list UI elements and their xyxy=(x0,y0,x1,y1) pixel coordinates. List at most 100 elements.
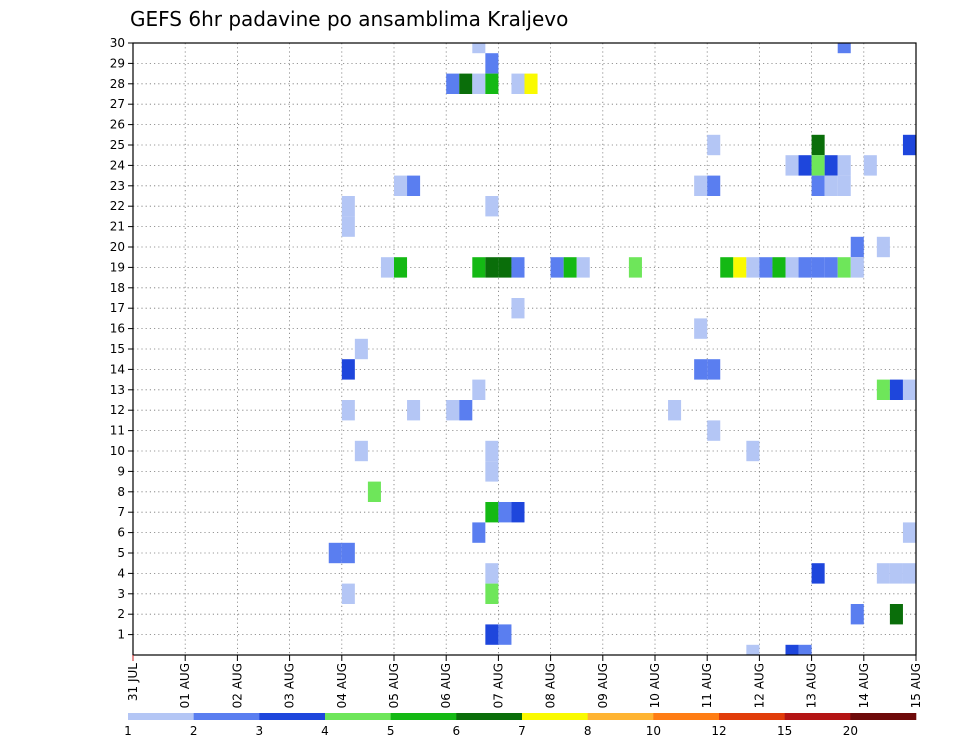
precip-cell xyxy=(511,73,525,94)
colorbar-label: 4 xyxy=(321,724,329,738)
precip-cell xyxy=(902,379,916,400)
precip-cell xyxy=(733,257,747,278)
y-tick-label: 30 xyxy=(110,36,125,50)
y-tick-label: 24 xyxy=(110,158,125,172)
y-tick-label: 4 xyxy=(117,566,125,580)
y-tick-label: 15 xyxy=(110,342,125,356)
colorbar-label: 2 xyxy=(190,724,198,738)
colorbar-label: 12 xyxy=(711,724,726,738)
precip-cell xyxy=(511,257,525,278)
precip-cell xyxy=(824,155,838,176)
precip-cell xyxy=(407,400,421,421)
precip-cell xyxy=(341,196,355,217)
precip-cell xyxy=(811,257,825,278)
y-tick-label: 16 xyxy=(110,322,125,336)
colorbar-label: 8 xyxy=(584,724,592,738)
precip-cell xyxy=(367,481,381,502)
y-tick-label: 6 xyxy=(117,526,125,540)
precip-cell xyxy=(485,257,499,278)
precip-cell xyxy=(472,73,486,94)
precip-cell xyxy=(394,175,408,196)
colorbar-swatch xyxy=(653,713,720,720)
colorbar-swatch xyxy=(850,713,917,720)
y-tick-label: 18 xyxy=(110,281,125,295)
y-tick-label: 23 xyxy=(110,179,125,193)
precip-cell xyxy=(707,175,721,196)
precip-cell xyxy=(563,257,577,278)
precip-cell xyxy=(498,624,512,645)
colorbar-swatch xyxy=(128,713,194,720)
precip-cell xyxy=(902,134,916,156)
precip-cell xyxy=(785,155,799,176)
x-tick-label: 14 AUG xyxy=(857,663,871,708)
precip-cell xyxy=(850,236,864,258)
precip-cell xyxy=(811,563,825,584)
y-tick-label: 12 xyxy=(110,403,125,417)
precip-cell xyxy=(668,400,682,421)
precip-cell xyxy=(354,338,368,360)
precip-cell xyxy=(407,175,421,196)
colorbar-swatch xyxy=(325,713,391,720)
colorbar-label: 10 xyxy=(646,724,661,738)
precip-cell xyxy=(876,236,890,258)
precip-cell xyxy=(472,257,486,278)
x-tick-label: 06 AUG xyxy=(439,663,453,708)
y-tick-label: 21 xyxy=(110,220,125,234)
colorbar-label: 20 xyxy=(843,724,858,738)
precip-cell xyxy=(511,298,525,319)
precip-cells xyxy=(328,43,916,655)
precip-cell xyxy=(524,73,538,94)
precip-cell xyxy=(694,175,708,196)
x-tick-label: 04 AUG xyxy=(335,663,349,708)
y-tick-label: 8 xyxy=(117,485,125,499)
precip-cell xyxy=(341,583,355,604)
colorbar-swatch xyxy=(719,713,785,720)
precip-cell xyxy=(889,379,903,400)
colorbar-label: 15 xyxy=(777,724,792,738)
precip-cell xyxy=(485,461,499,482)
y-tick-label: 27 xyxy=(110,97,125,111)
precip-cell xyxy=(498,257,512,278)
precip-cell xyxy=(459,400,473,421)
precip-cell xyxy=(720,257,734,278)
colorbar-label: 1 xyxy=(124,724,132,738)
precip-cell xyxy=(707,134,721,156)
x-tick-label: 10 AUG xyxy=(648,663,662,708)
precip-cell xyxy=(511,502,525,523)
y-tick-label: 2 xyxy=(117,607,125,621)
precip-cell xyxy=(341,216,355,237)
y-tick-label: 25 xyxy=(110,138,125,152)
x-axis: 31 JUL 01 AUG 02 AUG 03 AUG 04 AUG 05 AUG 06 A… xyxy=(126,655,923,708)
precip-cell xyxy=(837,43,851,54)
precip-cell xyxy=(694,318,708,339)
precip-cell xyxy=(485,563,499,584)
precip-cell xyxy=(707,420,721,441)
precip-cell xyxy=(472,43,486,54)
x-tick-label: 09 AUG xyxy=(596,663,610,708)
colorbar-swatch xyxy=(522,713,588,720)
colorbar-label: 6 xyxy=(453,724,461,738)
x-tick-label: 01 AUG xyxy=(178,663,192,708)
colorbar-label: 5 xyxy=(387,724,395,738)
precip-cell xyxy=(746,440,760,462)
x-tick-label: 31 JUL xyxy=(126,663,140,701)
y-tick-label: 5 xyxy=(117,546,125,560)
precip-cell xyxy=(811,134,825,156)
colorbar-label: 7 xyxy=(518,724,526,738)
y-tick-label: 9 xyxy=(117,464,125,478)
precip-cell xyxy=(485,53,499,74)
y-tick-label: 29 xyxy=(110,56,125,70)
x-tick-label: 08 AUG xyxy=(544,663,558,708)
colorbar-swatch xyxy=(784,713,851,720)
y-tick-label: 14 xyxy=(110,362,125,376)
precip-cell xyxy=(707,359,721,380)
y-tick-label: 11 xyxy=(110,424,125,438)
colorbar-swatch xyxy=(456,713,523,720)
precip-cell xyxy=(759,257,773,278)
y-tick-label: 17 xyxy=(110,301,125,315)
y-tick-label: 10 xyxy=(110,444,125,458)
precip-cell xyxy=(628,257,642,278)
precip-cell xyxy=(446,73,460,94)
colorbar-swatch xyxy=(587,713,654,720)
